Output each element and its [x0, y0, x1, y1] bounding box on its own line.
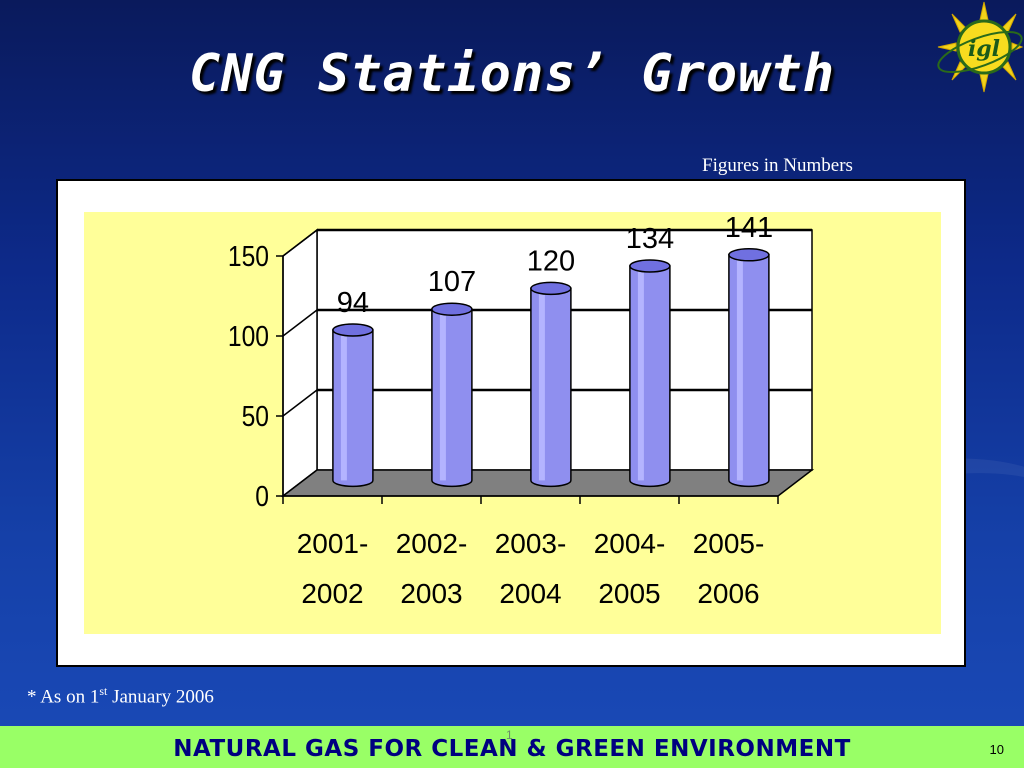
figures-note: Figures in Numbers: [702, 155, 853, 176]
bar-body: [530, 287, 572, 488]
x-tick-label: 2004-: [594, 528, 666, 559]
bar-top: [629, 259, 671, 273]
page-number: 10: [989, 742, 1004, 757]
x-tick-label: 2006: [697, 578, 759, 609]
footnote: * As on 1st January 2006: [27, 684, 214, 708]
x-tick-label: 2003-: [495, 528, 567, 559]
y-tick-label: 150: [228, 240, 269, 272]
x-tick-label: 2003: [400, 578, 462, 609]
x-tick-label: 2005: [598, 578, 660, 609]
data-label: 107: [428, 266, 476, 298]
bar-highlight: [637, 270, 644, 481]
x-tick-label: 2002: [301, 578, 363, 609]
chart-side-wall: [282, 228, 318, 498]
data-label: 134: [626, 223, 674, 255]
gridline-side: [282, 309, 318, 337]
x-tick-label: 2002-: [396, 528, 468, 559]
bar: [629, 259, 671, 488]
bar-body: [431, 308, 473, 488]
x-tick-label: 2001-: [297, 528, 369, 559]
y-tick-label: 50: [242, 400, 269, 432]
bar-highlight: [439, 313, 446, 481]
bar: [728, 248, 770, 488]
data-label: 94: [337, 287, 369, 319]
bar-highlight: [736, 258, 743, 481]
footer-mark: 1: [506, 728, 513, 742]
bar-top: [431, 302, 473, 316]
gridline-side: [282, 229, 318, 257]
y-tick-label: 100: [228, 320, 269, 352]
gridline-side: [282, 389, 318, 417]
footer-slogan: NATURAL GAS FOR CLEAN & GREEN ENVIRONMEN…: [173, 736, 851, 762]
bar: [431, 302, 473, 488]
data-label: 120: [527, 245, 575, 277]
slide-title: CNG Stations’ Growth: [188, 44, 836, 104]
logo-text: igl: [968, 36, 1000, 62]
data-label: 141: [725, 212, 773, 244]
igl-logo: igl: [937, 1, 1024, 93]
bar-top: [332, 323, 374, 337]
bar-body: [332, 329, 374, 488]
footer-bar: 1 NATURAL GAS FOR CLEAN & GREEN ENVIRONM…: [0, 726, 1024, 768]
bar: [530, 281, 572, 488]
bar-body: [728, 254, 770, 488]
x-tick-label: 2005-: [693, 528, 765, 559]
bar-highlight: [340, 334, 347, 481]
bar-top: [530, 281, 572, 296]
sun-icon: [937, 1, 1024, 93]
bar-body: [629, 265, 671, 488]
bar-top: [728, 248, 770, 262]
bar-highlight: [538, 292, 545, 481]
x-tick-label: 2004: [499, 578, 561, 609]
y-tick-label: 0: [255, 480, 269, 512]
bar: [332, 323, 374, 488]
